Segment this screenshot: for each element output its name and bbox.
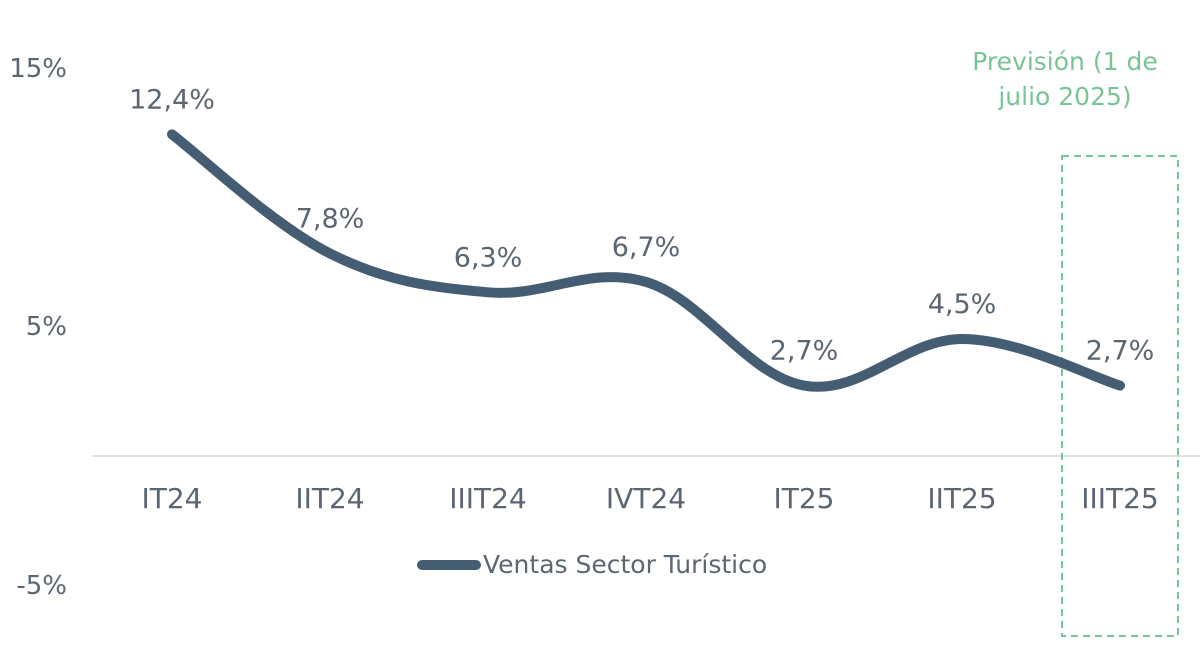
forecast-label-line2: julio 2025): [997, 82, 1131, 111]
x-tick-label: IVT24: [606, 482, 686, 515]
x-axis-ticks: IT24 IIT24 IIIT24 IVT24 IT25 IIT25 IIIT25: [142, 482, 1159, 515]
x-tick-label: IIT24: [295, 482, 364, 515]
series-line-ventas: [167, 129, 1125, 392]
legend-label: Ventas Sector Turístico: [483, 550, 767, 579]
data-label: 6,3%: [454, 242, 523, 273]
data-label: 6,7%: [612, 232, 681, 263]
x-tick-label: IIIT24: [449, 482, 527, 515]
y-tick-label-top: 15%: [9, 54, 67, 84]
forecast-label-line1: Previsión (1 de: [972, 47, 1157, 76]
data-label: 12,4%: [129, 84, 215, 115]
x-tick-label: IIT25: [927, 482, 996, 515]
x-tick-label: IIIT25: [1081, 482, 1159, 515]
data-label: 7,8%: [296, 203, 365, 234]
data-label: 2,7%: [1086, 336, 1155, 367]
data-labels: 12,4% 7,8% 6,3% 6,7% 2,7% 4,5% 2,7%: [129, 84, 1154, 366]
y-tick-label-bottom: -5%: [16, 571, 67, 601]
y-tick-label-mid: 5%: [26, 312, 67, 342]
x-tick-label: IT25: [774, 482, 835, 515]
data-label: 4,5%: [928, 289, 997, 320]
data-label: 2,7%: [770, 336, 839, 367]
x-tick-label: IT24: [142, 482, 203, 515]
forecast-highlight-box: [1061, 155, 1179, 637]
